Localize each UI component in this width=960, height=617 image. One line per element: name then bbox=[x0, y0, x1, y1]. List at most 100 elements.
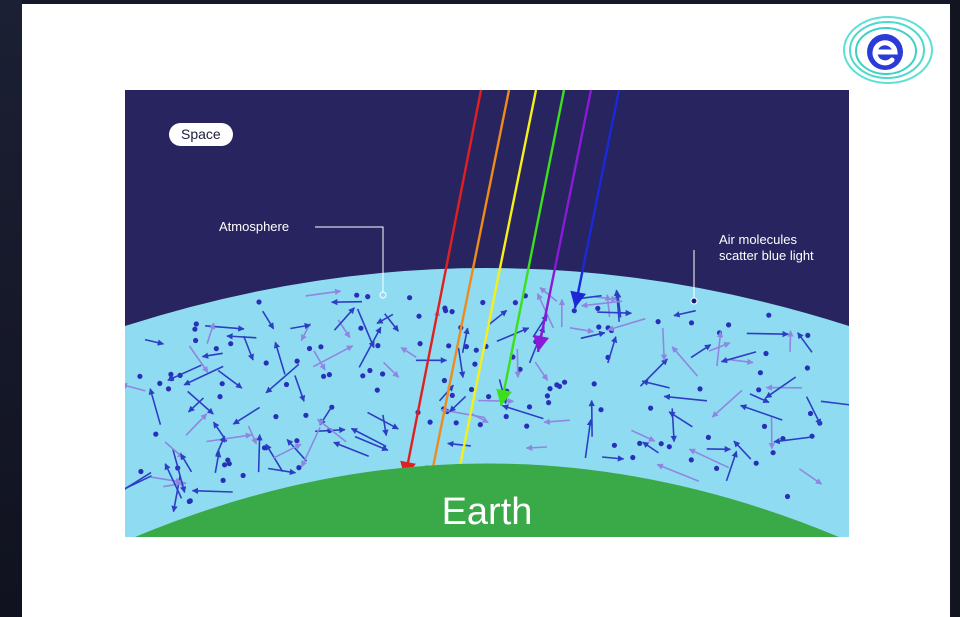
scattered-blue-arrow bbox=[461, 327, 470, 353]
air-molecule-dot bbox=[294, 358, 300, 364]
air-molecule-dot bbox=[463, 344, 469, 350]
scattered-violet-arrow bbox=[469, 411, 489, 424]
air-molecule-dot bbox=[273, 414, 279, 420]
air-molecule-dot bbox=[263, 360, 269, 366]
scattered-violet-arrow bbox=[300, 426, 321, 468]
air-molecule-dot bbox=[486, 394, 492, 400]
scattered-blue-arrow bbox=[749, 393, 770, 404]
scattered-blue-arrow bbox=[690, 344, 712, 359]
right-frame bbox=[950, 0, 960, 617]
air-molecule-dot bbox=[726, 322, 732, 328]
scattered-blue-arrow bbox=[144, 338, 165, 346]
scattered-blue-arrow bbox=[286, 438, 308, 462]
air-molecule-marker bbox=[690, 297, 698, 305]
scattered-blue-arrow bbox=[214, 450, 222, 474]
scattered-violet-arrow bbox=[317, 418, 347, 443]
scattered-blue-arrow bbox=[294, 375, 306, 402]
scattered-blue-arrow bbox=[265, 363, 300, 394]
scattered-violet-arrow bbox=[688, 448, 730, 469]
air-molecule-dot bbox=[193, 337, 199, 344]
atmosphere-marker bbox=[379, 291, 387, 299]
scattered-violet-arrow bbox=[150, 476, 183, 485]
air-molecule-dot bbox=[770, 450, 776, 456]
scattered-violet-arrow bbox=[607, 317, 646, 332]
air-molecule-dot bbox=[449, 392, 455, 398]
scattered-blue-arrow bbox=[670, 408, 677, 443]
scattered-blue-arrow bbox=[496, 327, 530, 343]
air-molecule-dot bbox=[637, 440, 643, 446]
air-molecule-dot bbox=[705, 434, 712, 440]
yellow-light-ray bbox=[454, 90, 538, 487]
air-molecule-dot bbox=[473, 347, 479, 353]
scattered-blue-arrow bbox=[201, 352, 223, 359]
air-molecule-dot bbox=[306, 345, 313, 352]
scattered-blue-arrow bbox=[217, 369, 243, 389]
scattered-violet-arrow bbox=[569, 327, 595, 334]
air-molecule-dot bbox=[697, 386, 703, 392]
air-molecule-dot bbox=[441, 377, 447, 384]
air-molecule-dot bbox=[186, 498, 192, 505]
scattered-blue-arrow bbox=[333, 441, 369, 457]
scattered-blue-arrow bbox=[226, 333, 257, 340]
scattered-blue-arrow bbox=[171, 448, 187, 494]
air-molecule-dot bbox=[658, 441, 664, 447]
scattered-violet-arrow bbox=[525, 444, 548, 451]
scattered-blue-arrow bbox=[232, 406, 261, 425]
orange-light-ray bbox=[428, 90, 511, 483]
air-molecule-dot bbox=[714, 465, 720, 471]
air-molecule-dot bbox=[168, 371, 174, 377]
scattered-violet-arrow bbox=[313, 350, 326, 371]
scattered-blue-arrow bbox=[376, 313, 394, 325]
scattered-violet-arrow bbox=[716, 330, 724, 367]
air-molecule-dot bbox=[517, 366, 523, 372]
scattered-violet-arrow bbox=[660, 327, 668, 361]
scattered-blue-arrow bbox=[501, 404, 544, 420]
scattered-blue-arrow bbox=[384, 313, 400, 332]
air-molecule-dot bbox=[358, 325, 364, 331]
air-molecule-dot bbox=[666, 444, 672, 450]
scattered-violet-arrow bbox=[514, 348, 521, 379]
air-molecules-line-2: scatter blue light bbox=[719, 248, 814, 263]
scattered-blue-arrow bbox=[805, 396, 822, 426]
scattered-violet-arrow bbox=[787, 330, 794, 352]
scattered-blue-arrow bbox=[367, 411, 399, 430]
scattered-blue-arrow bbox=[290, 322, 312, 330]
scattered-violet-arrow bbox=[543, 418, 570, 425]
air-molecule-dot bbox=[591, 381, 597, 387]
earth-label: Earth bbox=[441, 491, 533, 533]
atmosphere-label: Atmosphere bbox=[219, 219, 290, 234]
air-molecule-dot bbox=[220, 477, 226, 483]
scattered-blue-arrow bbox=[486, 309, 508, 327]
spiral-e-logo-icon bbox=[840, 14, 936, 86]
air-molecule-dot bbox=[380, 371, 386, 377]
scattered-blue-arrow bbox=[613, 289, 621, 322]
scattered-blue-arrow bbox=[449, 395, 467, 413]
scattered-blue-arrow bbox=[642, 441, 659, 454]
scattered-blue-arrow bbox=[125, 475, 152, 490]
scattered-blue-arrow bbox=[447, 440, 471, 448]
scattered-violet-arrow bbox=[671, 346, 699, 377]
scattered-blue-arrow bbox=[315, 426, 346, 434]
air-molecule-dot bbox=[630, 454, 636, 461]
air-molecule-dot bbox=[367, 367, 373, 374]
air-molecule-dot bbox=[524, 423, 530, 429]
scattered-blue-arrow bbox=[438, 384, 454, 402]
scattered-violet-arrow bbox=[580, 300, 623, 309]
air-molecule-dot bbox=[468, 386, 475, 393]
air-molecule-dot bbox=[365, 294, 371, 300]
air-molecule-dot bbox=[375, 343, 381, 349]
earth-surface bbox=[135, 463, 839, 537]
air-molecule-dot bbox=[648, 405, 654, 411]
atmosphere-leader-line bbox=[315, 226, 384, 292]
scattered-blue-arrow bbox=[187, 397, 205, 413]
air-molecule-dot bbox=[192, 326, 198, 332]
air-molecule-dot bbox=[138, 468, 144, 475]
air-molecule-dot bbox=[157, 380, 163, 386]
air-molecule-dot bbox=[225, 457, 231, 463]
air-molecule-dot bbox=[547, 386, 553, 392]
air-molecule-dot bbox=[805, 332, 811, 338]
air-molecule-dot bbox=[571, 308, 577, 314]
air-molecules-label: Air molecules scatter blue light bbox=[719, 232, 814, 264]
scattered-blue-arrow bbox=[739, 404, 783, 421]
air-molecule-dot bbox=[240, 472, 246, 479]
